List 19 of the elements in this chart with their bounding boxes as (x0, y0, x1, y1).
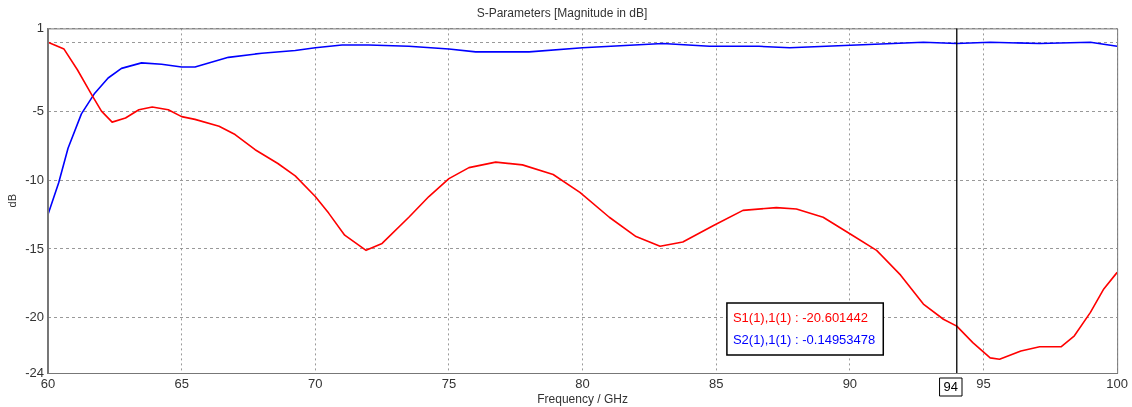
annotation: S1(1),1(1) : -20.601442 (732, 309, 869, 325)
x-tick-label: 95 (976, 376, 991, 392)
y-tick-label: -10 (25, 171, 44, 187)
x-tick-label: 100 (1106, 376, 1129, 392)
y-tick-label: -15 (25, 240, 44, 256)
annotation: S2(1),1(1) : -0.14953478 (732, 331, 876, 347)
x-tick-label: 90 (842, 376, 858, 392)
y-tick-label: -20 (25, 309, 44, 325)
chart-title: S-Parameters [Magnitude in dB] (476, 5, 648, 20)
x-tick-label: 75 (441, 376, 457, 392)
y-tick-label: 1 (36, 19, 44, 35)
y-axis-title: dB (5, 193, 18, 208)
x-tick-label: 70 (308, 376, 323, 392)
x-axis-title: Frequency / GHz (537, 392, 628, 407)
y-tick-label: -5 (32, 102, 44, 118)
x-tick-label: 80 (575, 376, 590, 392)
ref-line-label: 94 (943, 378, 959, 394)
x-tick-label: 85 (708, 376, 724, 392)
x-tick-label: 65 (174, 376, 189, 392)
